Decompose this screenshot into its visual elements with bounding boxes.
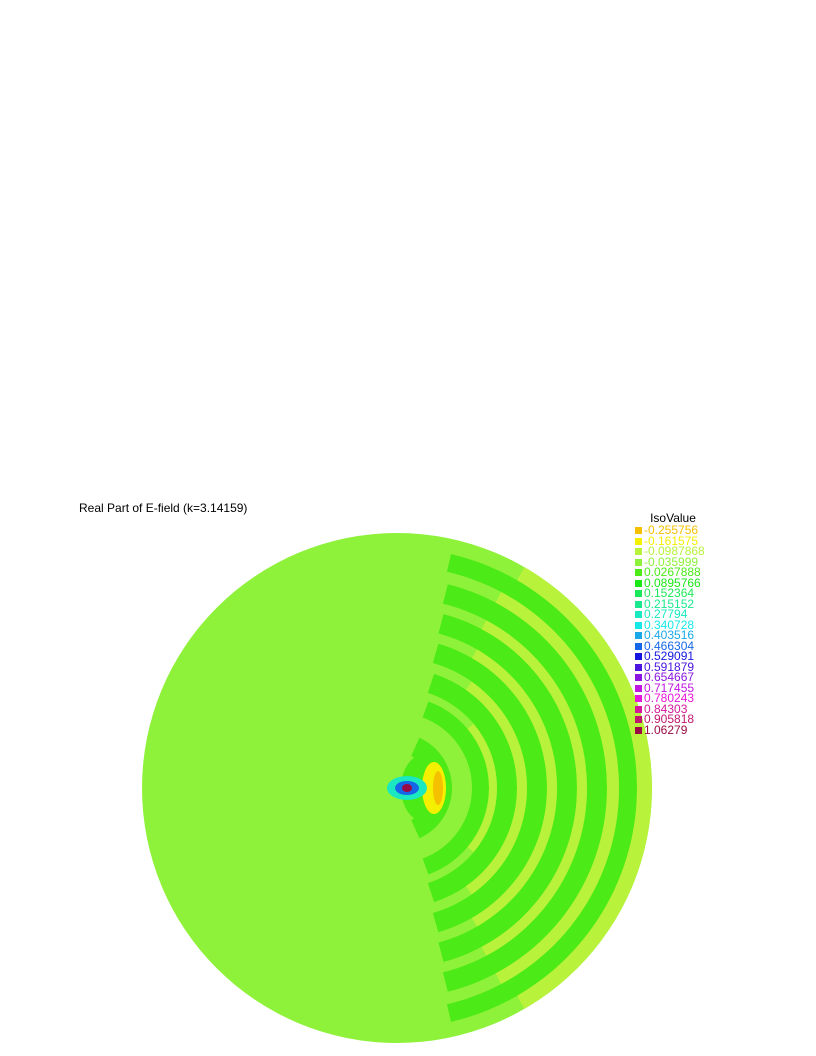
legend-entry: 0.780243	[633, 691, 713, 705]
legend-swatch	[635, 663, 642, 671]
legend-label: 0.780243	[644, 691, 695, 705]
legend-swatch	[635, 600, 642, 608]
near-field-peak	[433, 771, 443, 805]
legend-entry: 0.654667	[633, 670, 713, 684]
legend-swatch	[635, 579, 642, 587]
legend-swatch	[635, 684, 642, 692]
legend-label: 0.466304	[644, 638, 695, 653]
legend-swatch	[635, 674, 642, 681]
legend-label: 0.654667	[644, 670, 695, 684]
legend-label: 0.27794	[644, 607, 688, 621]
source-peak	[402, 784, 412, 792]
legend-entries: -0.255756 -0.161575 -0.0987868 -0.035999 0.0…	[633, 523, 713, 737]
legend-label: -0.0987868	[644, 544, 705, 558]
legend-label: 0.152364	[644, 586, 695, 600]
legend-entry: -0.0987868	[633, 544, 713, 558]
legend-label: 0.717455	[644, 680, 695, 695]
yellow-wave-band	[467, 723, 497, 853]
legend-entry: 0.466304	[633, 638, 713, 653]
legend-label: 1.06279	[644, 722, 688, 737]
green-wave-band	[438, 614, 577, 962]
legend-swatch	[635, 621, 642, 629]
legend-swatch	[635, 548, 642, 555]
legend-swatch	[635, 558, 642, 566]
legend-entry: 0.0895766	[633, 575, 713, 590]
green-wave-band	[427, 673, 517, 903]
legend-label: 0.0895766	[644, 575, 701, 590]
legend-label: 0.215152	[644, 596, 695, 611]
legend-entry: 0.0267888	[633, 565, 713, 579]
legend-swatch	[635, 611, 642, 618]
legend-entry: -0.255756	[633, 523, 713, 537]
legend-entry: 0.403516	[633, 628, 713, 642]
legend-label: 0.529091	[644, 649, 695, 663]
legend-entry: 0.905818	[633, 712, 713, 726]
legend-entry: 0.215152	[633, 596, 713, 611]
green-wave-band	[442, 584, 607, 992]
legend-swatch	[635, 705, 642, 713]
legend-entry: 0.340728	[633, 617, 713, 632]
green-wave-band	[422, 701, 489, 875]
legend-entry: 0.152364	[633, 586, 713, 600]
legend-label: 0.84303	[644, 701, 688, 716]
legend-label: 0.340728	[644, 617, 695, 632]
legend-entry: -0.161575	[633, 533, 713, 548]
legend-entry: 0.529091	[633, 649, 713, 663]
legend-title: IsoValue	[650, 511, 696, 525]
legend-entry: 1.06279	[633, 722, 713, 737]
source-region	[387, 754, 449, 822]
legend-label: 0.905818	[644, 712, 695, 726]
legend-label: -0.161575	[644, 533, 699, 548]
legend-entry: 0.27794	[633, 607, 713, 621]
legend-entry: -0.035999	[633, 554, 713, 569]
legend-entry: 0.591879	[633, 659, 713, 674]
legend-swatch	[635, 716, 642, 723]
yellow-wave-band	[465, 681, 528, 895]
yellow-wave-band	[481, 620, 588, 956]
legend-label: 0.591879	[644, 659, 695, 674]
legend-label: -0.035999	[644, 554, 699, 569]
legend-swatch	[635, 632, 642, 639]
legend-label: -0.255756	[644, 523, 699, 537]
yellow-wave-band	[517, 567, 652, 1009]
legend-label: 0.0267888	[644, 565, 701, 579]
legend-swatch	[635, 537, 642, 545]
legend-entry: 0.717455	[633, 680, 713, 695]
legend-label: 0.403516	[644, 628, 695, 642]
legend-swatch	[635, 695, 642, 702]
contour-bands	[411, 554, 652, 1022]
legend-swatch	[635, 642, 642, 650]
yellow-wave-band	[472, 649, 557, 927]
legend-entry: 0.84303	[633, 701, 713, 716]
green-wave-band	[432, 643, 548, 933]
legend-swatch	[635, 527, 642, 534]
legend: IsoValue -0.255756 -0.161575 -0.0987868 -0.…	[633, 512, 713, 735]
legend-swatch	[635, 653, 642, 660]
yellow-wave-band	[495, 591, 619, 985]
legend-swatch	[635, 726, 642, 734]
legend-swatch	[635, 590, 642, 597]
green-wave-band	[446, 554, 638, 1022]
chart-title: Real Part of E-field (k=3.14159)	[79, 501, 248, 515]
legend-swatch	[635, 569, 642, 576]
